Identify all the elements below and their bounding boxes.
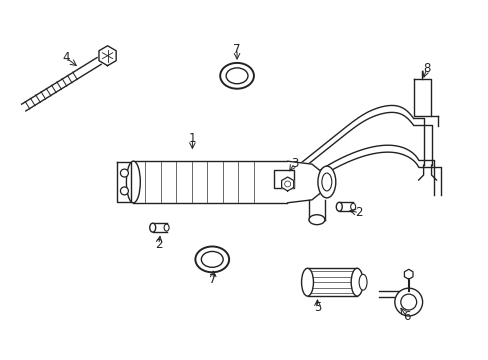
Circle shape (284, 181, 290, 187)
Text: 3: 3 (290, 157, 298, 170)
Text: 7: 7 (209, 273, 217, 286)
Circle shape (120, 187, 128, 195)
Text: 2: 2 (355, 206, 362, 219)
Polygon shape (99, 46, 116, 66)
Text: 1: 1 (188, 132, 196, 145)
Ellipse shape (321, 173, 331, 191)
Polygon shape (117, 162, 131, 202)
Polygon shape (339, 202, 352, 211)
Bar (273, 170, 293, 188)
Ellipse shape (195, 247, 229, 272)
Ellipse shape (350, 268, 362, 296)
Circle shape (120, 169, 128, 177)
Ellipse shape (201, 251, 223, 267)
Polygon shape (404, 269, 412, 279)
Ellipse shape (350, 203, 355, 210)
Circle shape (400, 294, 416, 310)
Ellipse shape (336, 202, 342, 211)
Polygon shape (413, 79, 429, 117)
Polygon shape (286, 161, 326, 203)
Ellipse shape (225, 68, 247, 84)
Ellipse shape (149, 223, 155, 232)
Polygon shape (21, 58, 101, 111)
Polygon shape (281, 177, 293, 191)
Polygon shape (152, 223, 166, 232)
Polygon shape (378, 291, 408, 297)
Text: 8: 8 (422, 62, 429, 75)
Ellipse shape (220, 63, 253, 89)
Polygon shape (133, 161, 286, 203)
Text: 4: 4 (62, 51, 70, 64)
Ellipse shape (164, 224, 169, 231)
Polygon shape (307, 268, 356, 296)
Ellipse shape (358, 274, 366, 290)
Polygon shape (308, 200, 324, 220)
Text: 7: 7 (233, 42, 240, 55)
Ellipse shape (301, 268, 313, 296)
Text: 6: 6 (402, 310, 409, 323)
Circle shape (394, 288, 422, 316)
Ellipse shape (308, 215, 324, 225)
Ellipse shape (126, 161, 140, 203)
Text: 5: 5 (313, 301, 321, 314)
Ellipse shape (317, 166, 335, 198)
Text: 2: 2 (155, 238, 162, 251)
